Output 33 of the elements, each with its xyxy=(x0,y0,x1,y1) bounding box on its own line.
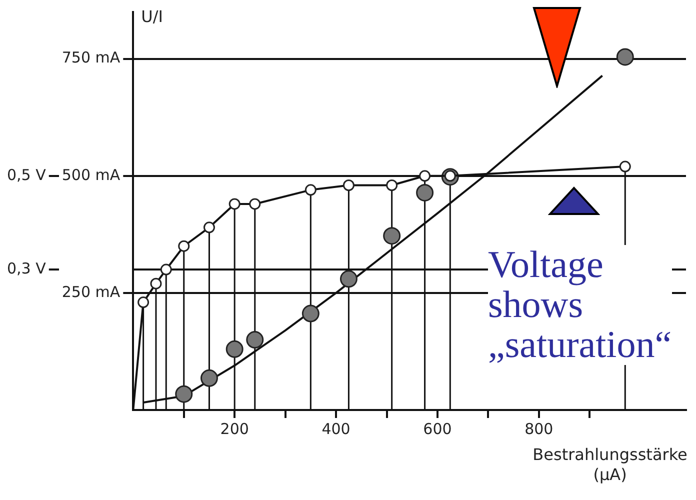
point xyxy=(246,331,264,349)
point xyxy=(302,304,320,322)
point xyxy=(150,278,162,290)
point xyxy=(383,227,401,245)
y-tick-label: 750 mA xyxy=(62,48,121,67)
y2-tick-label: 0,5 V xyxy=(6,166,47,184)
point xyxy=(160,264,172,276)
point xyxy=(419,170,431,182)
annotation: Voltage shows „saturation“ xyxy=(488,244,672,366)
x-tick-label: 400 xyxy=(322,420,350,438)
y-axis-title: U/I xyxy=(141,7,163,26)
point xyxy=(340,270,358,288)
point xyxy=(249,198,261,210)
point xyxy=(616,48,634,66)
point xyxy=(386,179,398,191)
x-tick-label: 200 xyxy=(220,420,249,438)
point xyxy=(175,385,193,403)
point xyxy=(304,184,316,196)
point xyxy=(619,160,631,172)
point xyxy=(178,240,190,252)
point xyxy=(200,369,218,387)
point xyxy=(416,184,434,202)
y-tick-label: 500 mA xyxy=(62,166,121,184)
point xyxy=(342,179,354,191)
y2-tick-label: 0,3 V xyxy=(6,259,47,278)
point xyxy=(226,340,244,358)
point xyxy=(138,296,150,308)
x-axis-title: Bestrahlungsstärke (µA) xyxy=(532,445,688,484)
y-tick-label: 250 mA xyxy=(62,282,121,301)
point xyxy=(203,222,215,234)
point xyxy=(228,198,240,210)
x-tick-label: 800 xyxy=(524,420,554,438)
x-tick-label: 600 xyxy=(423,420,452,438)
